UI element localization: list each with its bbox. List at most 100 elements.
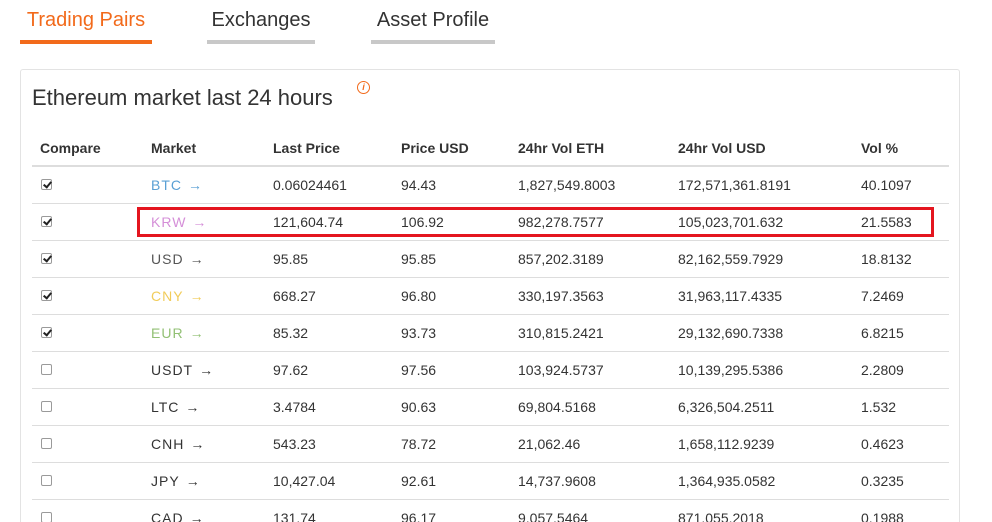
vol-usd-cell: 29,132,690.7338: [678, 325, 784, 341]
tab-trading-pairs[interactable]: Trading Pairs: [20, 0, 152, 44]
vol-eth-cell: 857,202.3189: [518, 251, 604, 267]
market-cell: USD →: [151, 241, 205, 278]
market-link[interactable]: USDT →: [151, 362, 214, 378]
market-link[interactable]: LTC →: [151, 399, 200, 415]
header-last-price[interactable]: Last Price: [273, 140, 340, 156]
compare-checkbox[interactable]: [41, 216, 52, 227]
table-header-row: Compare Market Last Price Price USD 24hr…: [32, 130, 949, 167]
vol-eth-cell: 14,737.9608: [518, 473, 596, 489]
vol-usd-cell: 10,139,295.5386: [678, 362, 784, 378]
vol-eth-cell: 310,815.2421: [518, 325, 604, 341]
vol-pct-cell: 21.5583: [861, 214, 912, 230]
market-cell: BTC →: [151, 167, 203, 204]
market-cell: KRW →: [151, 204, 207, 241]
price-usd-cell: 94.43: [401, 177, 437, 193]
tab-asset-profile[interactable]: Asset Profile: [371, 0, 495, 44]
price-usd-cell: 96.17: [401, 510, 437, 522]
vol-pct-cell: 6.8215: [861, 325, 904, 341]
market-link[interactable]: KRW →: [151, 214, 207, 230]
header-compare[interactable]: Compare: [40, 140, 101, 156]
vol-eth-cell: 103,924.5737: [518, 362, 604, 378]
compare-checkbox[interactable]: [41, 290, 52, 301]
market-link[interactable]: CAD →: [151, 510, 205, 522]
last-price-cell: 97.62: [273, 362, 309, 378]
vol-usd-cell: 172,571,361.8191: [678, 177, 791, 193]
vol-usd-cell: 1,364,935.0582: [678, 473, 776, 489]
table-row: KRW → 121,604.74 106.92 982,278.7577 105,023,…: [32, 204, 949, 241]
vol-usd-cell: 82,162,559.7929: [678, 251, 784, 267]
table-row: CAD → 131.74 96.17 9,057.5464 871,055.2018 0.1…: [32, 500, 949, 522]
info-icon[interactable]: i: [357, 81, 370, 94]
vol-pct-cell: 7.2469: [861, 288, 904, 304]
compare-checkbox[interactable]: [41, 253, 52, 264]
price-usd-cell: 106.92: [401, 214, 444, 230]
market-cell: CNY →: [151, 278, 205, 315]
table-row: CNH → 543.23 78.72 21,062.46 1,658,112.9239 0.…: [32, 426, 949, 463]
market-link[interactable]: JPY →: [151, 473, 201, 489]
tab-underline: [20, 40, 152, 44]
vol-usd-cell: 105,023,701.632: [678, 214, 784, 230]
market-link[interactable]: CNH →: [151, 436, 205, 452]
last-price-cell: 95.85: [273, 251, 309, 267]
last-price-cell: 85.32: [273, 325, 309, 341]
market-link[interactable]: BTC →: [151, 177, 203, 193]
tab-exchanges[interactable]: Exchanges: [207, 0, 315, 44]
market-code: CNH: [151, 436, 185, 452]
arrow-right-icon: →: [199, 362, 215, 378]
compare-checkbox[interactable]: [41, 438, 52, 449]
market-cell: LTC →: [151, 389, 200, 426]
market-link[interactable]: USD →: [151, 251, 205, 267]
table-body: BTC → 0.06024461 94.43 1,827,549.8003 172,571…: [32, 167, 949, 522]
market-cell: JPY →: [151, 463, 201, 500]
compare-checkbox[interactable]: [41, 327, 52, 338]
last-price-cell: 121,604.74: [273, 214, 344, 230]
market-code: JPY: [151, 473, 180, 489]
arrow-right-icon: →: [188, 177, 203, 193]
compare-checkbox[interactable]: [41, 179, 52, 190]
arrow-right-icon: →: [185, 399, 201, 415]
vol-usd-cell: 6,326,504.2511: [678, 399, 775, 415]
vol-pct-cell: 1.532: [861, 399, 897, 415]
compare-checkbox[interactable]: [41, 512, 52, 522]
header-price-usd[interactable]: Price USD: [401, 140, 469, 156]
vol-pct-cell: 2.2809: [861, 362, 904, 378]
market-cell: CAD →: [151, 500, 205, 522]
table-row: CNY → 668.27 96.80 330,197.3563 31,963,117.43…: [32, 278, 949, 315]
vol-pct-cell: 0.4623: [861, 436, 904, 452]
market-link[interactable]: CNY →: [151, 288, 205, 304]
price-usd-cell: 92.61: [401, 473, 437, 489]
market-code: USDT: [151, 362, 194, 378]
tab-label: Exchanges: [211, 9, 311, 31]
vol-eth-cell: 330,197.3563: [518, 288, 604, 304]
vol-pct-cell: 0.3235: [861, 473, 904, 489]
price-usd-cell: 78.72: [401, 436, 437, 452]
vol-pct-cell: 0.1988: [861, 510, 904, 522]
market-code: CNY: [151, 288, 184, 304]
arrow-right-icon: →: [189, 251, 205, 267]
vol-usd-cell: 1,658,112.9239: [678, 436, 775, 452]
last-price-cell: 668.27: [273, 288, 316, 304]
vol-usd-cell: 31,963,117.4335: [678, 288, 783, 304]
header-market[interactable]: Market: [151, 140, 197, 156]
price-usd-cell: 96.80: [401, 288, 437, 304]
market-code: CAD: [151, 510, 184, 522]
table-row: USD → 95.85 95.85 857,202.3189 82,162,559.792…: [32, 241, 949, 278]
vol-pct-cell: 18.8132: [861, 251, 912, 267]
market-link[interactable]: EUR →: [151, 325, 205, 341]
header-vol-usd[interactable]: 24hr Vol USD: [678, 140, 766, 156]
price-usd-cell: 93.73: [401, 325, 437, 341]
header-vol-pct[interactable]: Vol %: [861, 140, 899, 156]
market-code: KRW: [151, 214, 187, 230]
compare-checkbox[interactable]: [41, 364, 52, 375]
header-vol-eth[interactable]: 24hr Vol ETH: [518, 140, 605, 156]
compare-checkbox[interactable]: [41, 401, 52, 412]
vol-eth-cell: 69,804.5168: [518, 399, 596, 415]
last-price-cell: 10,427.04: [273, 473, 336, 489]
arrow-right-icon: →: [189, 510, 205, 522]
price-usd-cell: 97.56: [401, 362, 437, 378]
vol-eth-cell: 21,062.46: [518, 436, 581, 452]
market-cell: USDT →: [151, 352, 214, 389]
compare-checkbox[interactable]: [41, 475, 52, 486]
last-price-cell: 3.4784: [273, 399, 316, 415]
market-cell: EUR →: [151, 315, 205, 352]
